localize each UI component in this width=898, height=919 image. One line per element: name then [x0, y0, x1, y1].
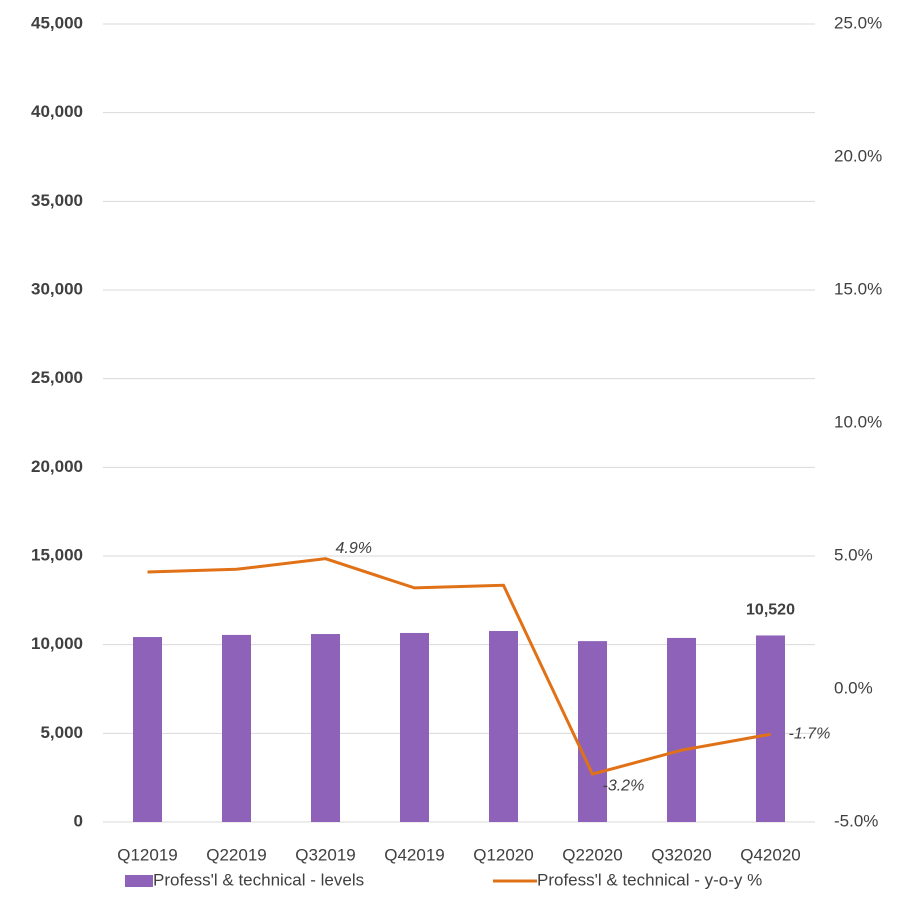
bar [311, 634, 340, 822]
legend-label: Profess'l & technical - y-o-y % [537, 870, 762, 889]
line-value-label: 4.9% [336, 540, 372, 557]
bar [400, 632, 429, 822]
y-tick-label: 20,000 [31, 457, 83, 476]
y-tick-label: 40,000 [31, 102, 83, 121]
bar [489, 631, 518, 822]
y-tick-label: 0 [74, 811, 83, 830]
y2-tick-label: 5.0% [834, 545, 873, 564]
y-tick-label: 25,000 [31, 368, 83, 387]
y-tick-label: 30,000 [31, 279, 83, 298]
x-tick-label: Q12019 [117, 845, 178, 864]
y2-tick-label: 20.0% [834, 146, 882, 165]
y-tick-label: 15,000 [31, 545, 83, 564]
line-value-label: -3.2% [603, 777, 645, 794]
y2-tick-label: 10.0% [834, 412, 882, 431]
y-tick-label: 5,000 [40, 723, 83, 742]
bar [133, 637, 162, 822]
y2-tick-label: -5.0% [834, 811, 878, 830]
y-tick-label: 35,000 [31, 191, 83, 210]
legend-label: Profess'l & technical - levels [153, 870, 364, 889]
bar-value-label: 10,520 [746, 602, 795, 619]
legend-swatch [125, 875, 153, 887]
x-tick-label: Q22019 [206, 845, 267, 864]
x-tick-label: Q32019 [295, 845, 356, 864]
bar [222, 634, 251, 822]
y2-tick-label: 0.0% [834, 678, 873, 697]
x-tick-label: Q42020 [740, 845, 801, 864]
x-tick-label: Q12020 [473, 845, 534, 864]
y-tick-label: 10,000 [31, 634, 83, 653]
bar [756, 635, 785, 822]
bar [667, 637, 696, 822]
bar [578, 641, 607, 822]
y2-tick-label: 25.0% [834, 13, 882, 32]
x-tick-label: Q22020 [562, 845, 623, 864]
y2-tick-label: 15.0% [834, 279, 882, 298]
x-tick-label: Q32020 [651, 845, 712, 864]
x-tick-label: Q42019 [384, 845, 445, 864]
line [147, 557, 771, 776]
y-tick-label: 45,000 [31, 13, 83, 32]
line-value-label: -1.7% [789, 725, 831, 742]
